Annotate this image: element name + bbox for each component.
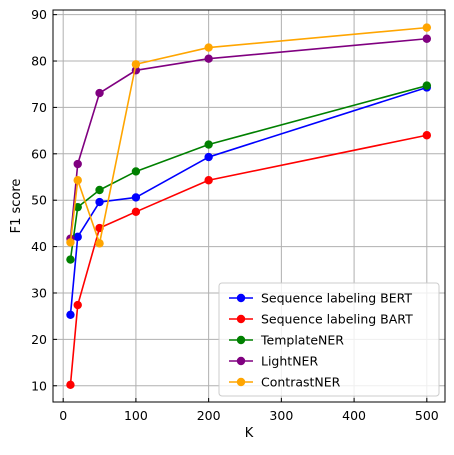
legend-label: TemplateNER [260, 333, 344, 348]
y-tick-label: 60 [31, 146, 47, 161]
series-group [66, 23, 432, 390]
y-tick-label: 90 [31, 7, 47, 22]
data-point [73, 300, 82, 310]
data-point [204, 54, 213, 63]
data-point [95, 88, 104, 98]
x-tick-label: 0 [59, 408, 67, 423]
legend-marker [236, 293, 246, 303]
series-line [69, 84, 428, 260]
legend-label: ContrastNER [261, 375, 341, 390]
data-point [66, 255, 75, 264]
legend-marker [236, 335, 246, 345]
legend-label: Sequence labeling BERT [261, 291, 412, 306]
data-point [66, 310, 75, 319]
legend-marker [236, 377, 246, 387]
data-point [73, 159, 82, 169]
y-axis-ticks: 10 20 30 40 50 60 70 80 90 [31, 7, 57, 393]
data-point [95, 197, 104, 207]
y-tick-label: 10 [31, 378, 47, 393]
data-point [422, 131, 432, 140]
x-tick-label: 100 [124, 408, 148, 423]
legend: Sequence labeling BERT Sequence labeling … [218, 282, 440, 397]
x-tick-label: 300 [269, 408, 293, 423]
data-point [95, 239, 104, 248]
y-tick-label: 70 [31, 100, 47, 115]
data-point [131, 193, 141, 202]
data-point [131, 60, 141, 69]
data-point [422, 34, 432, 43]
data-point [66, 380, 75, 390]
data-point [422, 23, 432, 32]
legend-items: Sequence labeling BERT Sequence labeling … [229, 291, 413, 390]
series-line [69, 26, 427, 245]
data-point [204, 152, 213, 162]
series-line [69, 86, 428, 315]
x-axis-ticks: 0 100 200 300 400 500 [59, 398, 439, 423]
legend-box [218, 282, 440, 397]
y-tick-label: 20 [31, 332, 47, 347]
series-4 [66, 23, 432, 248]
series-line [69, 37, 427, 239]
data-point [204, 176, 213, 185]
y-tick-label: 30 [31, 285, 47, 300]
x-tick-label: 400 [342, 408, 366, 423]
y-tick-label: 40 [31, 239, 47, 254]
data-point [422, 81, 432, 90]
y-tick-label: 50 [31, 193, 47, 208]
x-tick-label: 500 [415, 408, 439, 423]
data-point [66, 238, 75, 247]
legend-label: Sequence labeling BART [261, 312, 413, 327]
series-2 [66, 81, 432, 264]
legend-marker [236, 314, 246, 324]
plot-frame [52, 9, 446, 403]
legend-item: Sequence labeling BERT [229, 291, 412, 306]
data-point [73, 232, 82, 242]
legend-item: TemplateNER [229, 333, 344, 348]
x-tick-label: 200 [197, 408, 221, 423]
data-point [73, 176, 82, 185]
series-1 [66, 131, 432, 390]
legend-marker [236, 356, 246, 366]
x-axis-title: K [245, 426, 254, 441]
data-point [131, 207, 141, 216]
legend-item: LightNER [229, 354, 318, 369]
data-point [204, 140, 213, 149]
legend-label: LightNER [261, 354, 318, 369]
legend-item: Sequence labeling BART [229, 312, 413, 327]
y-tick-label: 80 [31, 54, 47, 69]
legend-item: ContrastNER [229, 375, 341, 390]
y-axis-title: F1 score [9, 179, 24, 234]
data-point [95, 185, 104, 195]
data-point [204, 43, 213, 52]
data-point [131, 167, 141, 176]
series-line [69, 134, 427, 385]
